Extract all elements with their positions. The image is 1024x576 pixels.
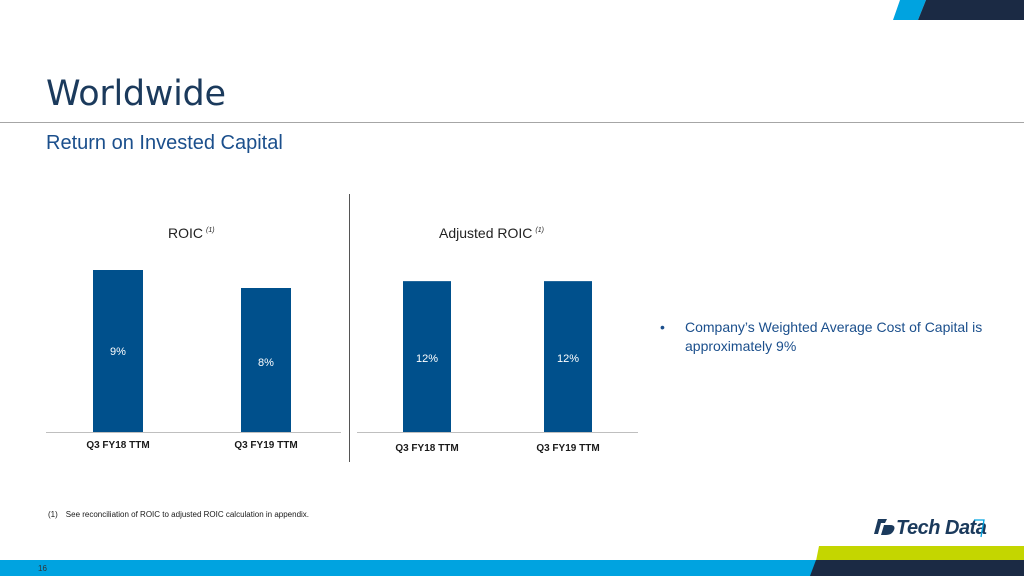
chart-title-adjusted-roic-note: (1) bbox=[535, 227, 544, 234]
footnote-number: (1) bbox=[48, 510, 58, 519]
top-blue-stripe bbox=[893, 0, 926, 20]
x-tick-label: Q3 FY19 TTM bbox=[536, 443, 599, 454]
x-tick-label: Q3 FY18 TTM bbox=[395, 443, 458, 454]
bar bbox=[241, 288, 291, 432]
bullet-text: Company’s Weighted Average Cost of Capit… bbox=[685, 319, 983, 354]
top-navy-stripe bbox=[918, 0, 1024, 20]
bar-data-label: 12% bbox=[557, 353, 579, 365]
x-tick-label: Q3 FY18 TTM bbox=[86, 440, 149, 451]
footnote-text: See reconciliation of ROIC to adjusted R… bbox=[65, 510, 310, 519]
bar-data-label: 12% bbox=[416, 353, 438, 365]
chart-title-roic-text: ROIC bbox=[168, 225, 203, 241]
slide-title: Worldwide bbox=[46, 74, 226, 114]
logo-text: Tech Data bbox=[896, 517, 987, 539]
tech-data-logo: Tech Data bbox=[874, 517, 987, 539]
x-tick-label: Q3 FY19 TTM bbox=[234, 440, 297, 451]
chart-title-adjusted-roic-text: Adjusted ROIC bbox=[439, 225, 533, 241]
bar-data-label: 9% bbox=[110, 346, 126, 358]
bullet-symbol: • bbox=[660, 319, 665, 335]
bar bbox=[403, 281, 451, 432]
footnote: (1) See reconciliation of ROIC to adjuste… bbox=[48, 510, 309, 519]
bar-data-label: 8% bbox=[258, 357, 274, 369]
chart-title-adjusted-roic: Adjusted ROIC (1) bbox=[439, 225, 544, 241]
bar bbox=[93, 270, 143, 432]
title-divider bbox=[0, 122, 1024, 123]
chart-divider-line bbox=[349, 194, 350, 462]
chart-0: 9% Q3 FY18 TTM 8% Q3 FY19 TTM bbox=[46, 270, 341, 451]
top-accent-stripes bbox=[893, 0, 1024, 20]
page-number: 16 bbox=[38, 564, 47, 573]
chart-title-roic: ROIC (1) bbox=[168, 225, 215, 241]
slide-subtitle: Return on Invested Capital bbox=[46, 132, 283, 154]
bar bbox=[544, 281, 592, 432]
tech-data-logo-icon bbox=[874, 519, 895, 535]
chart-1: 12% Q3 FY18 TTM 12% Q3 FY19 TTM bbox=[357, 281, 638, 454]
chart-title-roic-note: (1) bbox=[206, 227, 215, 234]
